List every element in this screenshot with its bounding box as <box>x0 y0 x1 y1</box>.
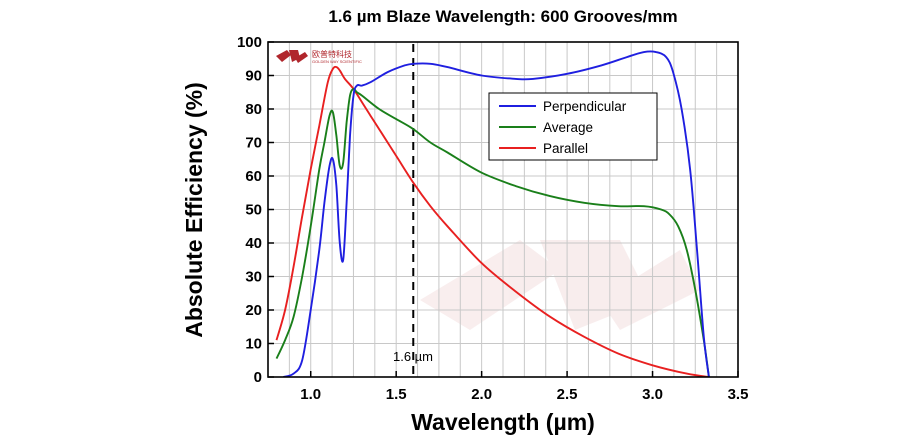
watermark <box>420 240 700 330</box>
logo-mark-left <box>276 50 291 62</box>
x-tick-label: 3.0 <box>642 386 663 403</box>
y-tick-label: 10 <box>245 336 262 353</box>
series-layer <box>275 50 710 377</box>
y-tick-label: 40 <box>245 235 262 252</box>
logo-subtext: GOLDEN WAY SCIENTIFIC <box>312 59 362 64</box>
x-tick-label: 2.0 <box>471 386 492 403</box>
y-tick-label: 90 <box>245 68 262 85</box>
x-axis: 1.0 1.5 2.0 2.5 3.0 3.5 <box>300 371 748 403</box>
y-tick-label: 30 <box>245 269 262 286</box>
y-tick-label: 100 <box>237 34 262 51</box>
x-tick-label: 1.0 <box>300 386 321 403</box>
series-line-perpendicular <box>283 50 710 377</box>
legend-label-average: Average <box>543 120 593 135</box>
company-logo: 欧普特科技 GOLDEN WAY SCIENTIFIC <box>276 49 362 64</box>
y-tick-label: 20 <box>245 302 262 319</box>
series-line-parallel <box>275 65 710 377</box>
y-tick-label: 60 <box>245 168 262 185</box>
legend-label-parallel: Parallel <box>543 141 588 156</box>
x-tick-label: 2.5 <box>557 386 578 403</box>
y-tick-label: 0 <box>254 369 262 386</box>
logo-mark-right <box>295 52 308 63</box>
legend-label-perpendicular: Perpendicular <box>543 99 627 114</box>
y-tick-label: 80 <box>245 101 262 118</box>
legend: Perpendicular Average Parallel <box>488 92 658 161</box>
x-tick-label: 3.5 <box>728 386 749 403</box>
chart-title: 1.6 µm Blaze Wavelength: 600 Grooves/mm <box>328 7 677 26</box>
y-tick-label: 50 <box>245 202 262 219</box>
y-tick-label: 70 <box>245 135 262 152</box>
x-axis-label: Wavelength (µm) <box>411 409 595 435</box>
y-axis-label: Absolute Efficiency (%) <box>181 82 207 338</box>
series-line-average <box>275 87 710 377</box>
logo-text: 欧普特科技 <box>312 49 352 59</box>
blaze-annotation-label: 1.6 µm <box>393 349 433 364</box>
y-axis: 0 10 20 30 40 50 60 70 80 90 100 <box>237 34 274 386</box>
x-tick-label: 1.5 <box>386 386 407 403</box>
